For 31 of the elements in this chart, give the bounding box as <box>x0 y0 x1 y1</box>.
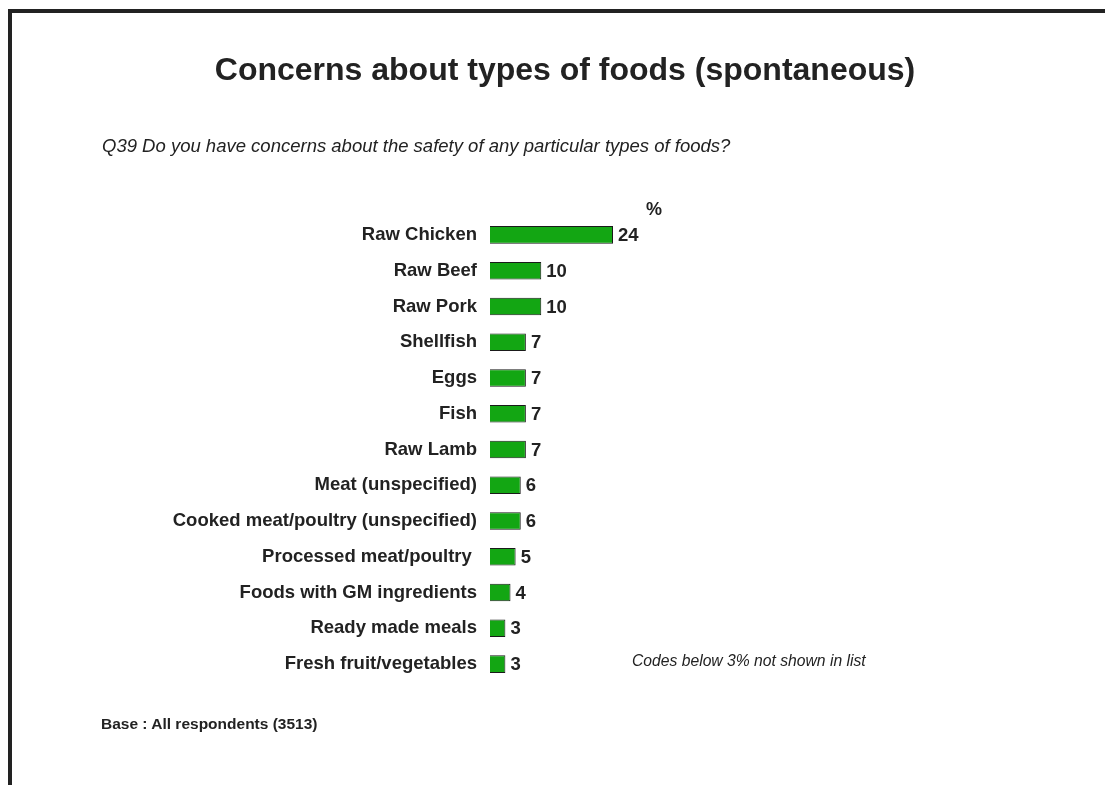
data-label: 6 <box>525 510 537 532</box>
data-label: 10 <box>546 295 567 317</box>
y-tick-label: Raw Chicken <box>361 222 477 244</box>
data-label: 3 <box>510 653 521 675</box>
y-tick-label: Fresh fruit/vegetables <box>284 652 477 674</box>
data-label: 7 <box>530 402 542 424</box>
data-label: 4 <box>515 581 527 603</box>
chart-title: Concerns about types of foods (spontaneous) <box>213 51 917 87</box>
data-label: 7 <box>530 367 542 389</box>
y-tick-label: Fish <box>438 401 477 423</box>
y-tick-label: Eggs <box>431 366 477 388</box>
y-tick-label: Cooked meat/poultry (unspecified) <box>172 509 477 531</box>
y-tick-label: Ready made meals <box>310 616 477 638</box>
y-tick-label: Raw Beef <box>393 258 478 280</box>
text: Base : All respondents (3513) <box>101 715 318 732</box>
data-label: 3 <box>510 617 521 639</box>
data-label: 10 <box>546 259 567 281</box>
text: Codes below 3% not shown in list <box>632 652 866 669</box>
data-label: 24 <box>618 223 640 245</box>
y-tick-label: Processed meat/poultry <box>262 544 477 566</box>
data-label: 6 <box>525 474 537 496</box>
data-label: 7 <box>530 331 542 353</box>
y-tick-label: Shellfish <box>399 330 477 352</box>
chart-subtitle: Q39 Do you have concerns about the safety of any particular types of foods? <box>102 135 731 156</box>
y-tick-label: Foods with GM ingredients <box>239 580 477 602</box>
y-tick-label: Raw Pork <box>392 294 478 316</box>
data-label: 5 <box>520 545 531 567</box>
y-tick-label: Raw Lamb <box>384 437 477 459</box>
data-label: 7 <box>530 438 542 460</box>
y-tick-label: Meat (unspecified) <box>314 473 477 495</box>
x-axis-title: % <box>646 199 663 219</box>
